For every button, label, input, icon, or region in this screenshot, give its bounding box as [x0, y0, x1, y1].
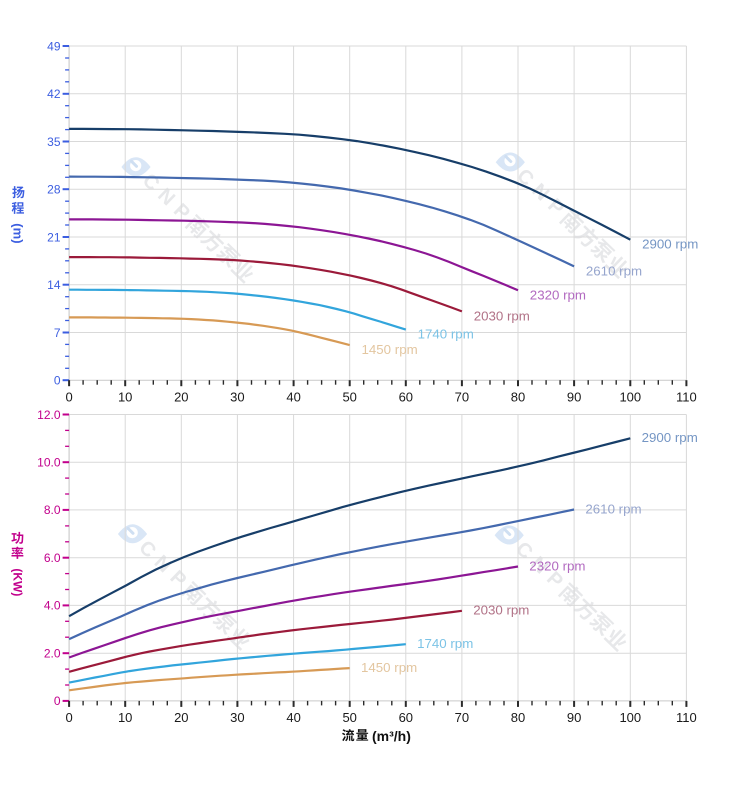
- svg-text:70: 70: [455, 389, 469, 404]
- svg-text:80: 80: [511, 389, 525, 404]
- svg-text:80: 80: [511, 710, 525, 725]
- svg-text:2610 rpm: 2610 rpm: [585, 501, 641, 516]
- svg-text:0: 0: [54, 374, 61, 388]
- svg-text:50: 50: [342, 389, 356, 404]
- svg-text:2030 rpm: 2030 rpm: [474, 308, 530, 323]
- svg-text:4.0: 4.0: [44, 599, 61, 613]
- svg-text:110: 110: [676, 710, 697, 725]
- svg-text:1450 rpm: 1450 rpm: [362, 342, 418, 357]
- svg-text:8.0: 8.0: [44, 503, 61, 517]
- svg-text:10: 10: [118, 389, 132, 404]
- svg-text:0: 0: [65, 389, 72, 404]
- svg-text:49: 49: [47, 39, 61, 53]
- svg-text:30: 30: [230, 710, 244, 725]
- svg-text:42: 42: [47, 87, 61, 101]
- svg-text:90: 90: [567, 710, 581, 725]
- svg-text:1740 rpm: 1740 rpm: [418, 327, 474, 342]
- svg-text:10: 10: [118, 710, 132, 725]
- svg-text:2610 rpm: 2610 rpm: [586, 263, 642, 278]
- svg-text:14: 14: [47, 278, 61, 292]
- svg-text:2.0: 2.0: [44, 647, 61, 661]
- svg-text:20: 20: [174, 389, 188, 404]
- svg-text:12.0: 12.0: [37, 408, 61, 422]
- svg-text:7: 7: [54, 326, 61, 340]
- svg-text:1740 rpm: 1740 rpm: [417, 636, 473, 651]
- svg-text:28: 28: [47, 183, 61, 197]
- svg-text:20: 20: [174, 710, 188, 725]
- svg-text:60: 60: [399, 389, 413, 404]
- svg-text:60: 60: [399, 710, 413, 725]
- svg-text:50: 50: [342, 710, 356, 725]
- svg-text:2900 rpm: 2900 rpm: [642, 430, 698, 445]
- svg-text:6.0: 6.0: [44, 551, 61, 565]
- svg-text:1450 rpm: 1450 rpm: [361, 660, 417, 675]
- svg-text:2320 rpm: 2320 rpm: [530, 287, 586, 302]
- svg-text:2320 rpm: 2320 rpm: [529, 558, 585, 573]
- svg-text:100: 100: [619, 389, 641, 404]
- svg-text:100: 100: [619, 710, 641, 725]
- svg-text:0: 0: [65, 710, 72, 725]
- svg-text:70: 70: [455, 710, 469, 725]
- svg-text:(KW): (KW): [11, 568, 25, 596]
- svg-text:(m³/h): (m³/h): [372, 728, 411, 744]
- svg-text:35: 35: [47, 135, 61, 149]
- svg-text:40: 40: [286, 389, 300, 404]
- svg-text:21: 21: [47, 230, 61, 244]
- svg-text:110: 110: [676, 389, 697, 404]
- svg-text:(m): (m): [11, 223, 26, 243]
- svg-text:2030 rpm: 2030 rpm: [473, 603, 529, 618]
- svg-text:2900 rpm: 2900 rpm: [642, 237, 698, 252]
- svg-text:30: 30: [230, 389, 244, 404]
- svg-text:10.0: 10.0: [37, 456, 61, 470]
- svg-text:0: 0: [54, 694, 61, 708]
- svg-text:90: 90: [567, 389, 581, 404]
- svg-text:40: 40: [286, 710, 300, 725]
